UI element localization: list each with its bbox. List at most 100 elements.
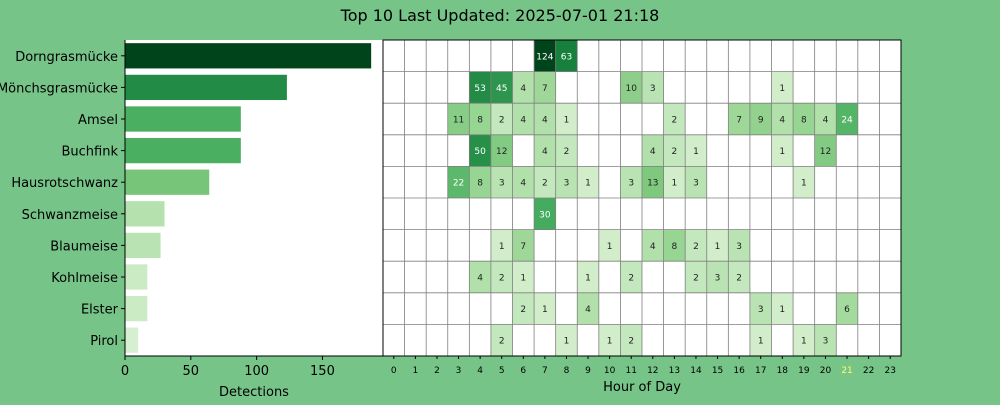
heatmap-cell: [598, 324, 621, 356]
heatmap-cell: [663, 134, 686, 167]
hour-tick-label: 10: [604, 366, 616, 376]
heatmap-cell-label: 7: [542, 84, 548, 94]
heatmap-cell: [469, 71, 491, 104]
heatmap-cell: [620, 261, 642, 293]
y-tick-label: Elster: [81, 303, 119, 318]
heatmap-cell-label: 1: [801, 179, 807, 189]
hour-tick-label: 4: [477, 366, 483, 376]
heatmap-cell: [620, 324, 642, 356]
heatmap-cell-label: 2: [693, 242, 699, 252]
heatmap-cell-label: 10: [625, 84, 637, 94]
heatmap-cell: [836, 103, 858, 135]
heatmap-cell-label: 3: [823, 337, 829, 347]
heatmap-cell: [490, 324, 513, 356]
heatmap-cell-label: 1: [585, 274, 591, 284]
heatmap-cell-label: 1: [520, 274, 526, 284]
x-tick-label: 100: [244, 364, 269, 379]
heatmap-cell: [663, 166, 686, 198]
heatmap-cell-label: 8: [672, 242, 678, 252]
heatmap-cell-label: 8: [477, 116, 483, 126]
heatmap-cell-label: 45: [496, 84, 507, 94]
hour-tick-label: 14: [690, 366, 702, 376]
heatmap-cell-label: 53: [474, 84, 485, 94]
heatmap-cell: [490, 103, 513, 135]
heatmap-cell-label: 1: [585, 179, 591, 189]
heatmap-cell-label: 6: [844, 305, 850, 315]
heatmap-cell: [512, 292, 535, 325]
y-tick-label: Hausrotschwanz: [11, 176, 118, 191]
heatmap-cell-label: 2: [499, 274, 505, 284]
heatmap-cell-label: 2: [672, 116, 678, 126]
hour-tick-label: 2: [434, 366, 440, 376]
heatmap-cell: [706, 261, 729, 293]
heatmap-cell: [469, 261, 491, 293]
bar: [125, 137, 241, 164]
bar: [125, 327, 139, 353]
heatmap-cell-label: 2: [693, 274, 699, 284]
heatmap-cell-label: 12: [820, 147, 831, 157]
heatmap-cell-label: 1: [715, 242, 721, 252]
heatmap-cell-label: 4: [520, 116, 526, 126]
heatmap-cell: [447, 166, 470, 198]
heatmap-cell-label: 1: [779, 84, 785, 94]
hour-tick-label: 16: [733, 366, 745, 376]
heatmap-cell-label: 4: [650, 147, 656, 157]
heatmap-cell-label: 124: [536, 52, 553, 62]
y-tick-label: Blaumeise: [50, 239, 118, 254]
heatmap-cell-label: 2: [499, 337, 505, 347]
hour-tick-label: 7: [542, 366, 548, 376]
heatmap-cell: [685, 134, 707, 167]
y-tick-label: Schwanzmeise: [22, 208, 118, 223]
heatmap-cell: [620, 71, 642, 104]
heatmap-cell: [534, 292, 556, 325]
heatmap-cell: [555, 166, 578, 198]
heatmap-cell: [771, 292, 794, 325]
heatmap-cell: [728, 229, 750, 262]
hour-tick-label: 3: [456, 366, 462, 376]
bar-chart-panel: Dorngrasmücke Mönchsgrasmücke Amsel Buchfin…: [0, 40, 383, 400]
heatmap-cell: [749, 324, 772, 356]
heatmap-cell: [620, 166, 642, 198]
heatmap-cell-label: 22: [453, 179, 464, 189]
hour-tick-label: 9: [585, 366, 591, 376]
heatmap-cell-label: 3: [736, 242, 742, 252]
heatmap-cell: [534, 166, 556, 198]
heatmap-cell-label: 2: [564, 147, 570, 157]
heatmap-cell-label: 1: [801, 337, 807, 347]
heatmap-cell-label: 7: [520, 242, 526, 252]
heatmap-cell-label: 3: [715, 274, 721, 284]
heatmap-cell: [793, 324, 815, 356]
heatmap-cell: [490, 166, 513, 198]
heatmap-cell: [749, 292, 772, 325]
heatmap-cell-label: 7: [736, 116, 742, 126]
heatmap-cell-label: 1: [607, 242, 613, 252]
heatmap-cell: [555, 40, 578, 72]
heatmap-cell-label: 50: [474, 147, 486, 157]
heatmap-cell: [512, 103, 535, 135]
heatmap-cell-label: 3: [564, 179, 570, 189]
heatmap-cell-label: 8: [801, 116, 807, 126]
heatmap-cell: [469, 166, 491, 198]
heatmap-cell: [512, 166, 535, 198]
heatmap-cell: [642, 229, 664, 262]
x-tick-label: 150: [310, 364, 335, 379]
heatmap-cell-label: 2: [628, 274, 634, 284]
bar: [125, 201, 165, 227]
heatmap-cell: [490, 229, 513, 262]
heatmap-cell-label: 2: [499, 116, 505, 126]
heatmap-cell: [577, 261, 599, 293]
y-tick-label: Pirol: [90, 334, 118, 349]
heatmap-cell: [577, 292, 599, 325]
heatmap-cell-label: 11: [453, 116, 464, 126]
heatmap-cell: [555, 103, 578, 135]
heatmap-cell-label: 2: [672, 147, 678, 157]
heatmap-cell: [706, 229, 729, 262]
heatmap-cell-label: 2: [628, 337, 634, 347]
heatmap-cell: [598, 229, 621, 262]
y-tick-label: Buchfink: [61, 145, 118, 160]
bar: [125, 74, 287, 101]
heatmap-cell: [771, 71, 794, 104]
